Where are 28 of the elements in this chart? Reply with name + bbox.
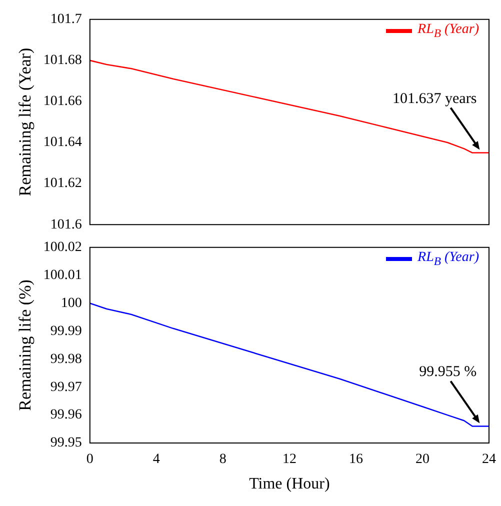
y-tick-label: 101.7 xyxy=(50,12,82,28)
x-tick-label: 0 xyxy=(86,452,94,468)
x-tick-label: 12 xyxy=(282,452,296,468)
legend-label: RL$_{B}$ (Year) xyxy=(418,22,479,40)
y-tick-label: 101.62 xyxy=(43,176,82,192)
annotation: 101.637 years xyxy=(392,90,477,107)
y-tick-label: 101.66 xyxy=(43,94,82,110)
x-tick-label: 16 xyxy=(348,452,363,468)
x-tick-label: 24 xyxy=(482,452,496,468)
y-tick-label: 99.97 xyxy=(50,380,82,395)
y-tick-label: 99.95 xyxy=(50,436,82,451)
y-tick-label: 100 xyxy=(60,296,82,311)
x-tick-label: 20 xyxy=(415,452,430,468)
y-tick-label: 101.6 xyxy=(50,217,82,232)
y-tick-label: 101.64 xyxy=(43,135,82,150)
y-tick-label: 99.96 xyxy=(50,408,82,423)
annotation: 99.955 % xyxy=(419,364,477,380)
y-tick-label: 100.02 xyxy=(43,240,82,256)
x-axis-title: Time (Hour) xyxy=(249,476,330,493)
x-tick-label: 4 xyxy=(152,452,160,468)
y-axis-title: Remaining life (Year) xyxy=(16,48,35,196)
y-tick-label: 99.98 xyxy=(50,352,82,367)
y-tick-label: 101.68 xyxy=(43,53,82,68)
y-axis-title: Remaining life (%) xyxy=(16,280,35,411)
y-tick-label: 99.99 xyxy=(50,324,82,339)
x-tick-label: 8 xyxy=(219,452,226,468)
legend-label: RL$_{B}$ (Year) xyxy=(418,250,479,268)
y-tick-label: 100.01 xyxy=(43,268,82,284)
